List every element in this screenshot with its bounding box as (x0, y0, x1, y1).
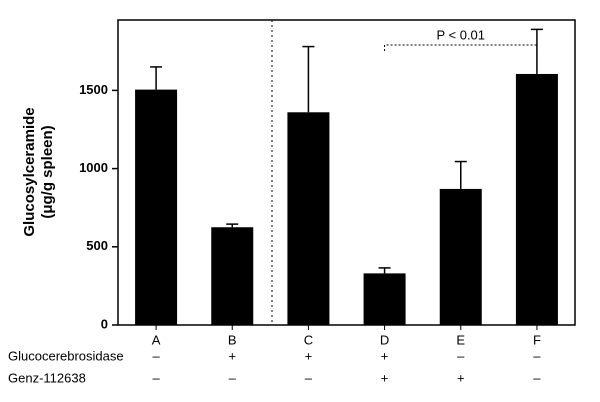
x-tick-label: E (456, 332, 465, 347)
significance-bracket (384, 44, 538, 51)
y-tick-label: 500 (86, 238, 108, 253)
bar (211, 227, 254, 325)
bar (363, 273, 406, 325)
row-sign: – (305, 370, 313, 385)
row-sign: – (152, 348, 160, 363)
bar (135, 89, 178, 325)
row-sign: + (228, 348, 236, 363)
row-sign: + (305, 348, 313, 363)
annotation: P < 0.01 (436, 27, 485, 42)
x-tick-label: F (533, 332, 541, 347)
y-axis-title: (μg/g spleen) (39, 125, 56, 218)
row-sign: + (381, 370, 389, 385)
y-tick-label: 1000 (79, 160, 108, 175)
y-axis-title: Glucosylceramide (21, 107, 38, 236)
x-tick-label: A (152, 332, 161, 347)
plot-frame (117, 19, 576, 326)
row-sign: – (457, 348, 465, 363)
row-sign: – (533, 370, 541, 385)
bar (515, 73, 558, 325)
bar (439, 188, 482, 325)
row-label: Genz-112638 (8, 370, 86, 385)
x-tick-label: D (380, 332, 389, 347)
y-tick-label: 0 (101, 316, 108, 331)
x-tick-label: B (228, 332, 237, 347)
x-tick-label: C (304, 332, 313, 347)
y-tick-label: 1500 (79, 82, 108, 97)
row-sign: + (381, 348, 389, 363)
row-sign: + (457, 370, 465, 385)
row-sign: – (533, 348, 541, 363)
row-sign: – (229, 370, 237, 385)
row-sign: – (152, 370, 160, 385)
row-label: Glucocerebrosidase (8, 348, 124, 363)
bar (287, 112, 330, 326)
